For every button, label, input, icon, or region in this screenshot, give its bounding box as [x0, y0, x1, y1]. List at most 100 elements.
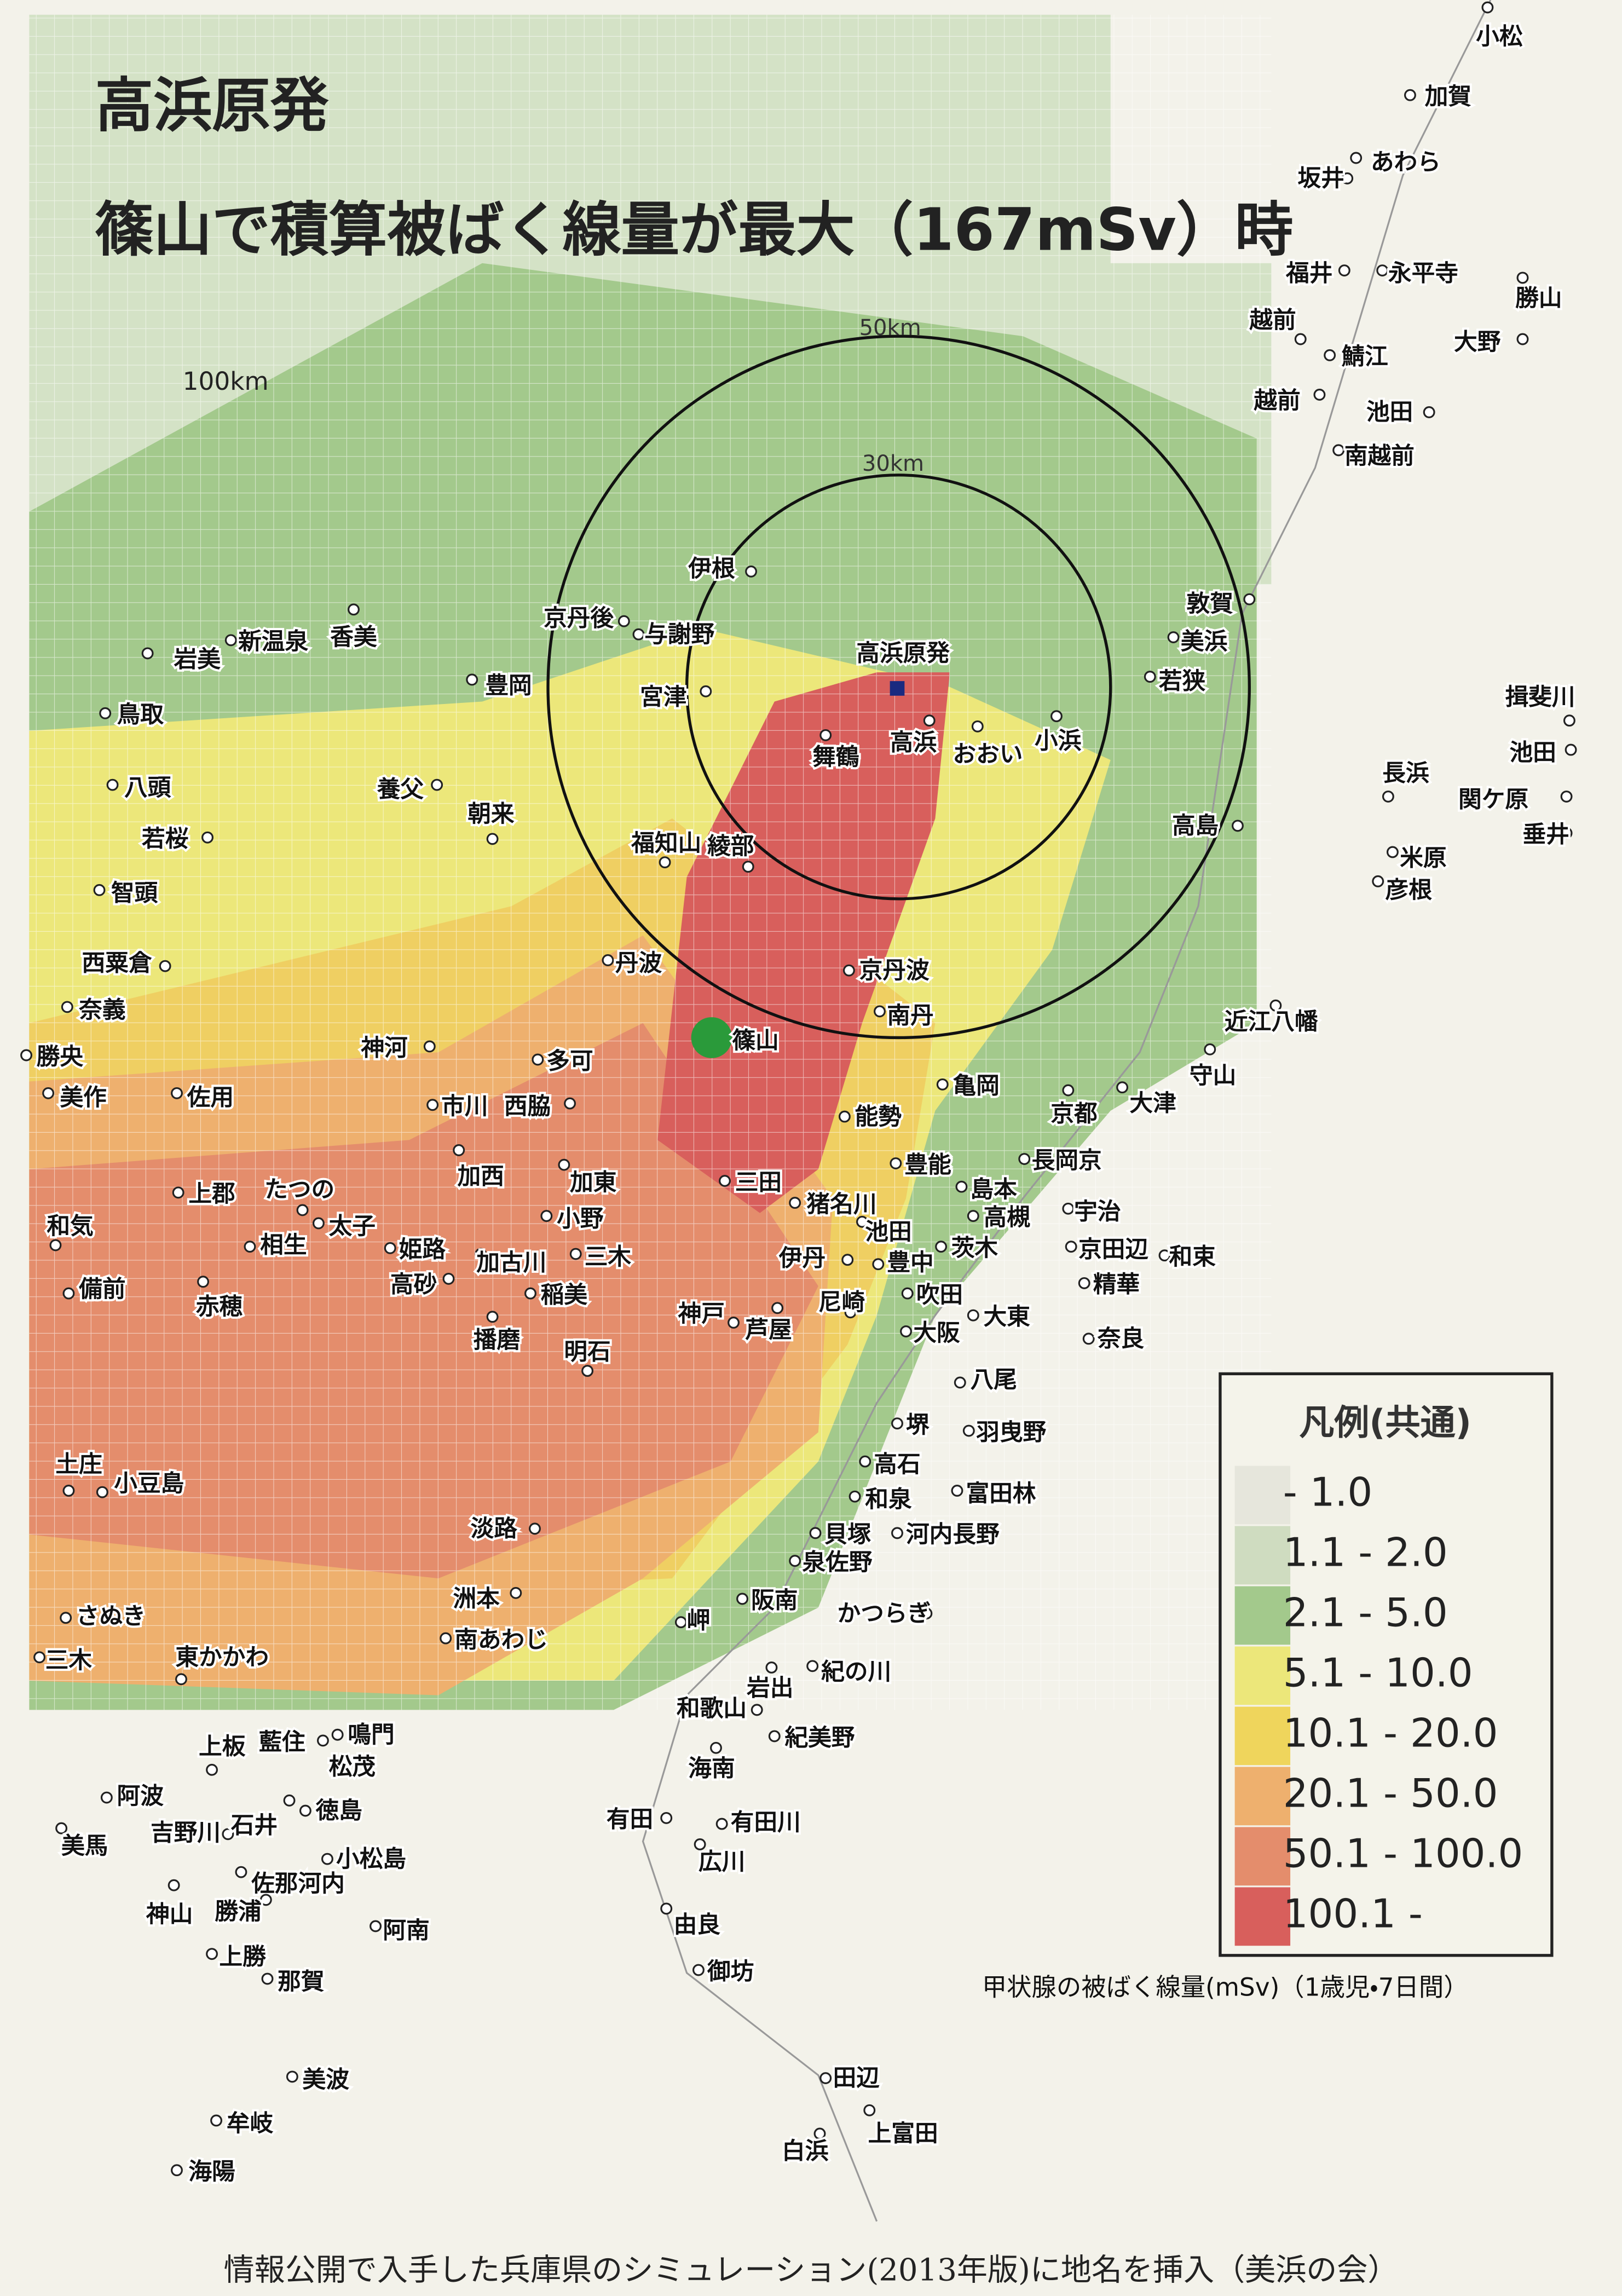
- place-dot: [1062, 1202, 1075, 1215]
- place-dot: [261, 1972, 274, 1985]
- place-dot: [486, 1311, 499, 1323]
- place-label: 阿波: [117, 1782, 164, 1810]
- place-dot: [936, 1078, 949, 1091]
- place-label: 加賀: [1425, 83, 1471, 111]
- place-dot: [42, 1087, 55, 1099]
- place-label: 八頭: [124, 774, 171, 801]
- place-dot: [1232, 820, 1244, 832]
- place-label: 舞鶴: [812, 743, 859, 771]
- place-label: 高浜: [890, 729, 937, 756]
- legend-swatch: [1234, 1767, 1291, 1826]
- place-label: 神山: [146, 1901, 193, 1928]
- place-label: 白浜: [782, 2138, 829, 2165]
- place-label: 東かかわ: [175, 1643, 269, 1671]
- sasayama-marker: [691, 1017, 732, 1058]
- legend-swatch: [1234, 1706, 1291, 1766]
- place-dot: [244, 1241, 256, 1253]
- place-dot: [859, 1455, 871, 1468]
- place-dot: [581, 1365, 594, 1377]
- place-dot: [901, 1287, 914, 1300]
- place-label: 小浜: [1035, 728, 1082, 755]
- place-dot: [736, 1593, 748, 1605]
- place-label: 米原: [1400, 844, 1446, 872]
- place-dot: [1338, 264, 1350, 276]
- place-label: 吉野川: [151, 1819, 221, 1847]
- radius-50km: [546, 334, 1251, 1040]
- place-dot: [848, 1490, 861, 1503]
- place-dot: [440, 1632, 452, 1645]
- place-dot: [100, 1791, 113, 1804]
- place-label: 備前: [78, 1276, 125, 1303]
- place-label: 三木: [45, 1647, 93, 1674]
- place-dot: [819, 729, 832, 741]
- place-dot: [700, 685, 712, 697]
- place-dot: [141, 647, 154, 660]
- place-label: 和泉: [865, 1486, 912, 1513]
- place-label: 海陽: [188, 2158, 235, 2185]
- place-label: 田辺: [833, 2064, 880, 2092]
- place-label: 神河: [360, 1034, 407, 1062]
- place-dot: [719, 1175, 731, 1187]
- place-label: 越前: [1249, 307, 1296, 334]
- map-title: 高浜原発: [95, 72, 329, 140]
- place-label: 勝央: [37, 1043, 84, 1070]
- legend-label: 1.1 - 2.0: [1283, 1529, 1448, 1575]
- place-label: 島本: [970, 1176, 1017, 1203]
- place-dot: [423, 1040, 436, 1053]
- place-dot: [96, 1486, 108, 1498]
- place-dot: [1018, 1153, 1031, 1165]
- place-label: 篠山: [732, 1027, 778, 1054]
- place-dot: [1167, 631, 1180, 643]
- place-dot: [951, 1485, 963, 1497]
- place-label: 池田: [865, 1219, 911, 1246]
- place-dot: [1062, 1084, 1075, 1097]
- place-label: 尼崎: [818, 1289, 865, 1316]
- place-dot: [1516, 333, 1529, 345]
- place-dot: [1565, 743, 1577, 756]
- place-dot: [55, 1822, 68, 1835]
- place-dot: [1372, 875, 1384, 887]
- place-dot: [431, 778, 443, 791]
- legend-title: 凡例(共通): [1299, 1403, 1471, 1443]
- place-label: 猪名川: [806, 1191, 876, 1218]
- place-dot: [1560, 791, 1573, 803]
- place-dot: [348, 603, 360, 616]
- place-label: 亀岡: [953, 1072, 999, 1100]
- place-dot: [442, 1272, 455, 1285]
- place-dot: [632, 628, 645, 641]
- place-label: 南越前: [1344, 442, 1415, 470]
- place-label: 大東: [983, 1303, 1030, 1330]
- place-dot: [923, 714, 936, 727]
- place-dot: [838, 1110, 851, 1123]
- place-label: 多可: [546, 1047, 593, 1075]
- place-label: おおい: [953, 741, 1023, 768]
- place-label: 高島: [1172, 812, 1219, 840]
- place-dot: [201, 831, 213, 844]
- legend-swatch: [1234, 1887, 1291, 1946]
- place-dot: [1082, 1332, 1095, 1345]
- place-label: 羽曳野: [976, 1418, 1046, 1446]
- place-label: 上勝: [219, 1943, 266, 1971]
- place-label: 小松島: [336, 1845, 406, 1873]
- place-label: 精華: [1093, 1271, 1140, 1299]
- place-dot: [751, 1704, 763, 1716]
- place-label: 牟岐: [227, 2110, 274, 2137]
- place-dot: [172, 1186, 184, 1199]
- place-dot: [789, 1555, 801, 1567]
- place-dot: [856, 1215, 868, 1228]
- legend-label: - 1.0: [1283, 1469, 1373, 1515]
- place-dot: [809, 1527, 822, 1539]
- distance-label: 100km: [183, 367, 269, 396]
- place-label: 岩美: [174, 645, 221, 673]
- place-label: 京田辺: [1078, 1236, 1148, 1264]
- place-label: 大阪: [913, 1319, 960, 1347]
- place-dot: [62, 1485, 75, 1497]
- place-dot: [168, 1879, 180, 1891]
- place-dot: [1423, 406, 1435, 418]
- place-dot: [171, 1087, 183, 1099]
- place-label: 鳥取: [117, 701, 164, 729]
- place-dot: [1376, 264, 1389, 276]
- legend-swatch: [1234, 1646, 1291, 1705]
- place-label: 吹田: [916, 1281, 963, 1308]
- place-label: 福知山: [631, 830, 701, 857]
